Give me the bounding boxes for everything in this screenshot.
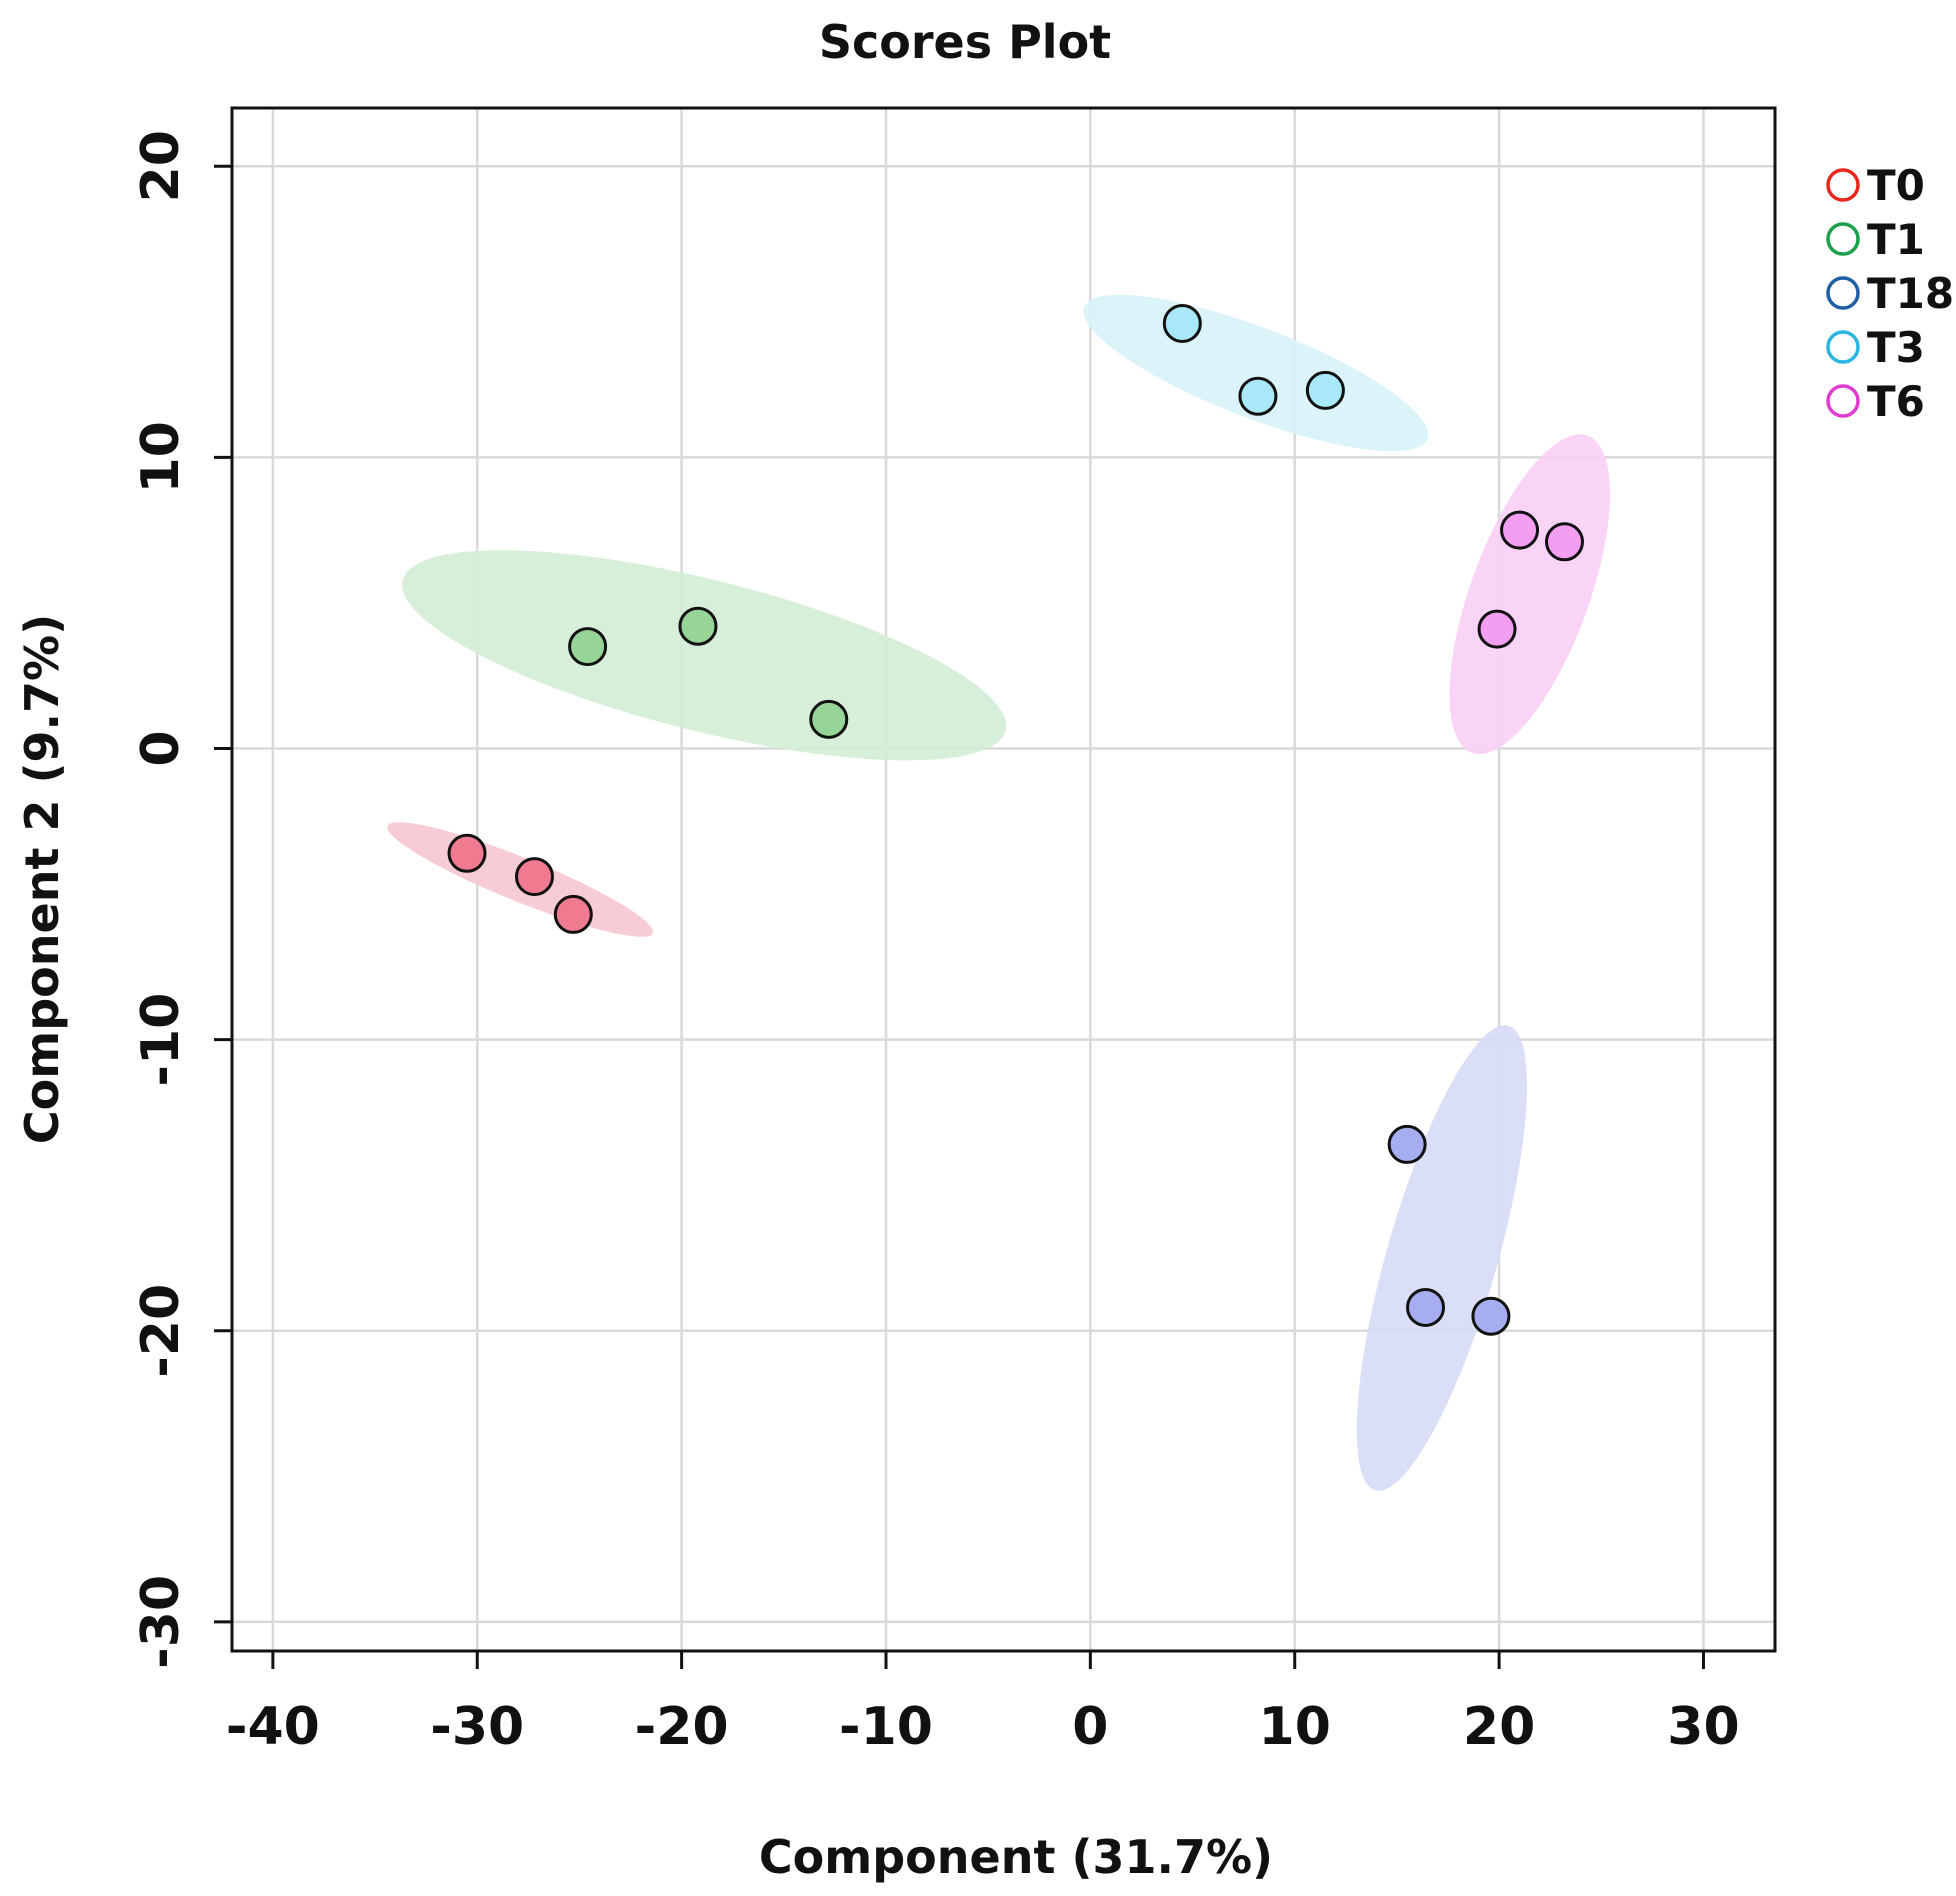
- ellipse-t18: [1356, 1025, 1528, 1491]
- confidence-ellipses: [387, 294, 1610, 1491]
- legend-label-t1: T1: [1867, 215, 1925, 264]
- ellipse-t3: [1083, 294, 1429, 452]
- point-t0: [514, 857, 554, 897]
- point-t3: [1162, 303, 1202, 343]
- x-axis-label: Component (31.7%): [759, 1830, 1273, 1884]
- legend-label-t0: T0: [1867, 161, 1925, 210]
- point-t1: [568, 627, 608, 667]
- point-t18: [1406, 1287, 1446, 1327]
- legend-marker-t0: [1826, 168, 1860, 202]
- x-tick-label: 30: [1667, 1697, 1739, 1757]
- y-axis: -30 -20 -10 0 10 20: [131, 130, 232, 1669]
- point-t1: [809, 699, 849, 739]
- point-t18: [1471, 1296, 1511, 1336]
- y-tick-label: -30: [131, 1575, 191, 1669]
- x-tick-label: 20: [1463, 1697, 1535, 1757]
- legend-label-t18: T18: [1867, 269, 1954, 318]
- point-t6: [1544, 522, 1584, 562]
- point-t3: [1238, 376, 1278, 416]
- y-tick-label: -20: [131, 1284, 191, 1378]
- legend-marker-t6: [1826, 384, 1860, 418]
- legend: T0 T1 T18 T3 T6: [1826, 161, 1954, 426]
- y-tick-label: 20: [131, 130, 191, 202]
- legend-marker-t1: [1826, 222, 1860, 256]
- ellipse-t1: [402, 550, 1007, 761]
- legend-marker-t3: [1826, 330, 1860, 364]
- point-t6: [1500, 510, 1540, 550]
- point-t0: [447, 833, 487, 873]
- legend-label-t6: T6: [1867, 377, 1925, 426]
- data-points: [447, 303, 1584, 1336]
- grid-lines: [232, 108, 1775, 1651]
- x-tick-label: 10: [1259, 1697, 1331, 1757]
- ellipse-t6: [1449, 434, 1610, 755]
- plot-frame: [230, 106, 1777, 1653]
- x-tick-label: -10: [839, 1697, 933, 1757]
- legend-label-t3: T3: [1867, 323, 1925, 372]
- x-tick-label: 0: [1072, 1697, 1108, 1757]
- point-t0: [553, 894, 593, 934]
- chart-title: Scores Plot: [819, 15, 1111, 69]
- point-t3: [1305, 370, 1345, 410]
- x-axis: -40 -30 -20 -10 0 10 20 30: [226, 1651, 1740, 1757]
- y-tick-label: 0: [131, 730, 191, 766]
- y-tick-label: -10: [131, 993, 191, 1087]
- x-tick-label: -30: [430, 1697, 524, 1757]
- point-t18: [1387, 1124, 1427, 1164]
- y-tick-label: 10: [131, 421, 191, 493]
- x-tick-label: -20: [635, 1697, 729, 1757]
- point-t6: [1477, 609, 1517, 649]
- y-axis-label: Component 2 (9.7%): [15, 614, 69, 1144]
- legend-marker-t18: [1826, 276, 1860, 310]
- point-t1: [678, 606, 718, 646]
- x-tick-label: -40: [226, 1697, 320, 1757]
